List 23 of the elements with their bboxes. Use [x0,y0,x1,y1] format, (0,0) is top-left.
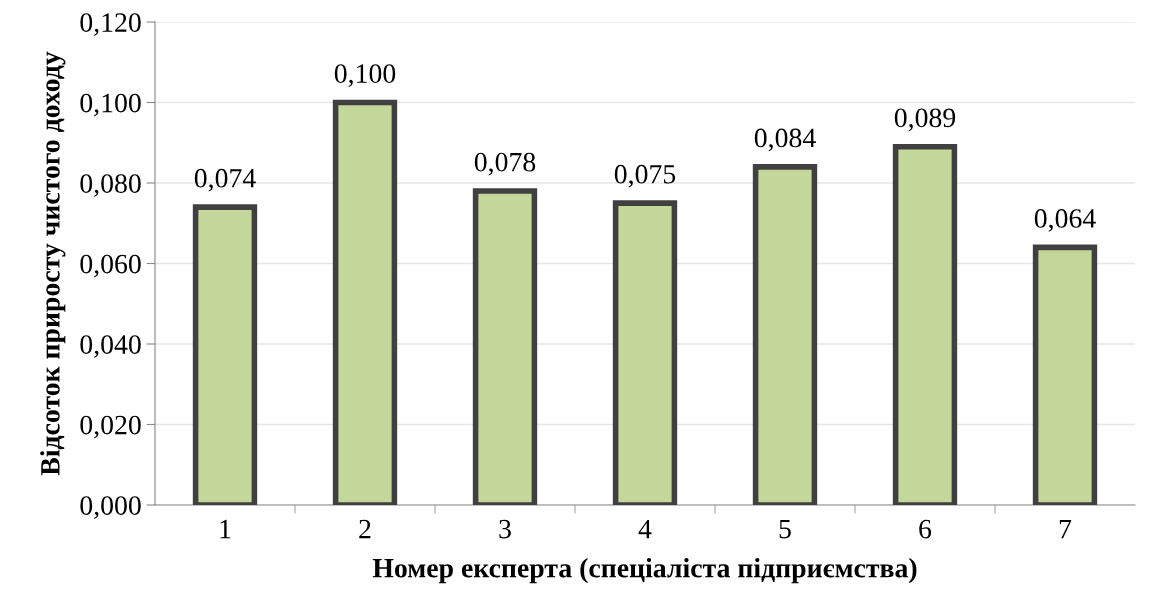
x-tick-label: 2 [359,519,371,539]
y-tick-label: 0,000 [80,496,141,519]
x-tick-label: 7 [1059,519,1072,539]
x-tick-label: 5 [779,519,791,539]
data-label: 0,100 [334,64,396,87]
x-tick-label: 6 [919,519,932,539]
data-label: 0,064 [1034,209,1096,232]
y-tick-label: 0,060 [80,254,141,278]
x-axis-title: Номер експерта (спеціаліста підприємства) [372,557,917,584]
x-tick-label: 4 [638,519,652,539]
data-label: 0,089 [894,108,956,132]
y-axis-title: Відсоток приросту чистого доходу [40,51,66,476]
y-tick-label: 0,080 [80,174,141,197]
data-label: 0,074 [194,168,256,192]
y-tick-label: 0,100 [80,93,141,117]
data-label: 0,084 [754,128,816,152]
x-tick-label: 1 [220,519,231,539]
data-label: 0,075 [614,164,676,188]
x-tick-label: 3 [499,519,511,539]
y-tick-label: 0,020 [80,415,141,439]
y-tick-label: 0,120 [80,13,141,36]
y-tick-label: 0,040 [80,335,141,358]
data-label: 0,078 [474,152,536,176]
